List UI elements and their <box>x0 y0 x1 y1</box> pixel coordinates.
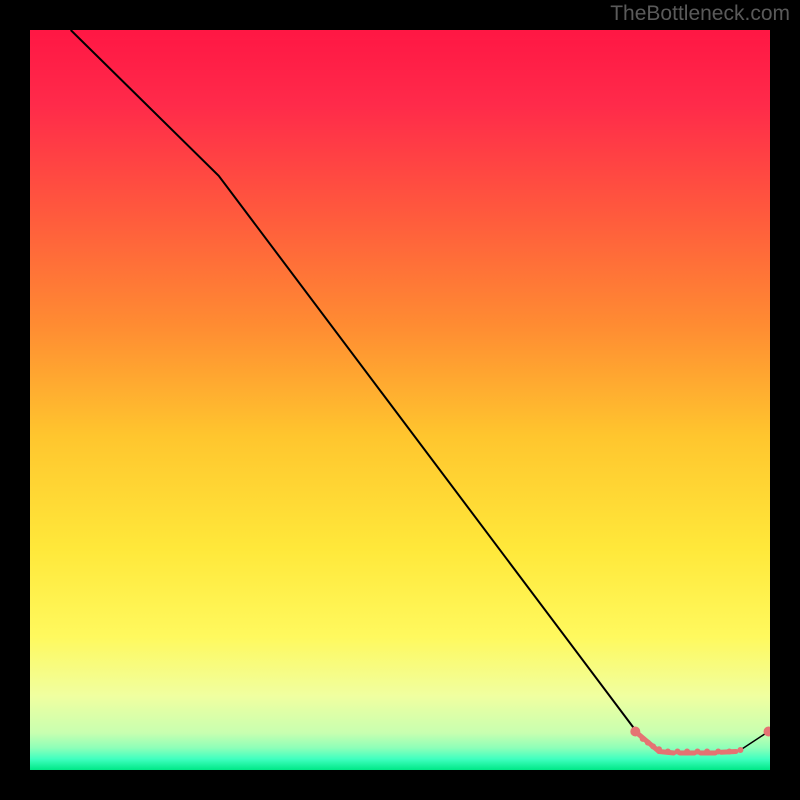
marker-point-6 <box>675 749 681 755</box>
marker-point-1 <box>640 736 646 742</box>
marker-point-0 <box>630 727 640 737</box>
marker-point-10 <box>715 749 721 755</box>
marker-point-11 <box>726 749 732 755</box>
marker-tail-line <box>740 732 768 751</box>
marker-point-3 <box>650 743 656 749</box>
marker-point-7 <box>684 749 690 755</box>
main-curve <box>71 30 637 732</box>
marker-point-8 <box>694 749 700 755</box>
chart-plot-area <box>30 30 770 770</box>
marker-point-12 <box>737 747 743 753</box>
marker-point-9 <box>704 749 710 755</box>
watermark-text: TheBottleneck.com <box>610 2 790 26</box>
marker-point-4 <box>656 746 662 752</box>
marker-point-5 <box>665 749 671 755</box>
marker-point-2 <box>645 740 651 746</box>
chart-overlay <box>30 30 770 770</box>
